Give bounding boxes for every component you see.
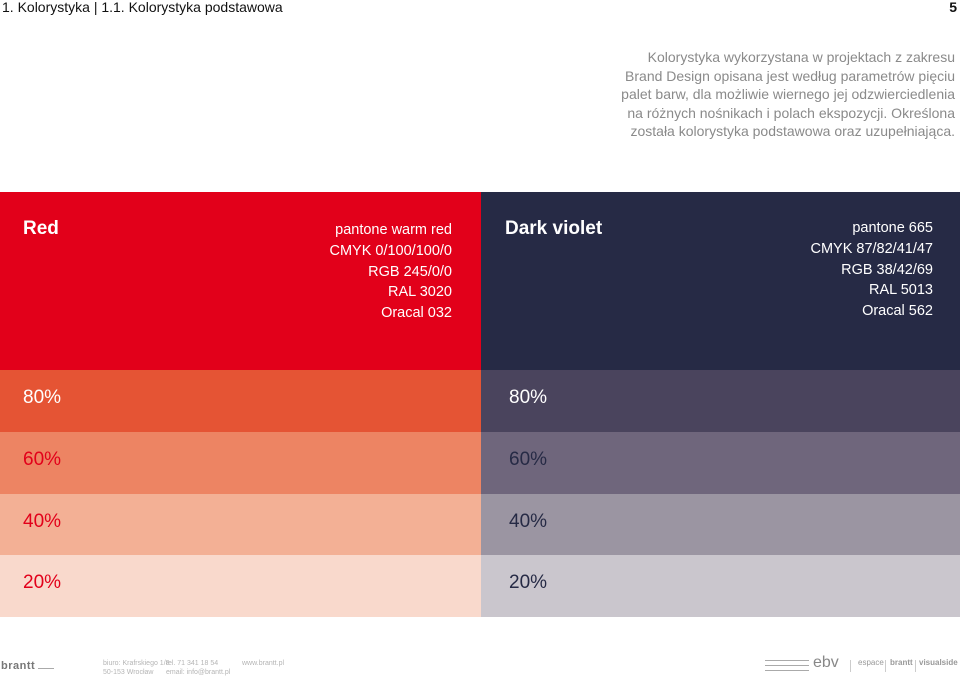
footer-separator bbox=[915, 660, 916, 672]
intro-paragraph: Kolorystyka wykorzystana w projektach z … bbox=[590, 48, 955, 141]
intro-line: na różnych nośnikach i polach ekspozycji… bbox=[627, 104, 955, 121]
footer-address-line: biuro: Krafrskiego 1/8 bbox=[103, 660, 170, 667]
brantt-logo: brantt bbox=[1, 660, 36, 672]
brantt-partner-logo: brantt bbox=[890, 658, 913, 667]
intro-line: została kolorystyka podstawowa oraz uzup… bbox=[630, 123, 955, 139]
red-tint-label: 80% bbox=[23, 387, 62, 408]
espace-logo: espace bbox=[858, 658, 884, 667]
red-rgb: RGB 245/0/0 bbox=[368, 263, 452, 280]
dark-violet-pantone: pantone 665 bbox=[852, 220, 933, 236]
logo-underline bbox=[38, 668, 54, 669]
red-tint-label: 60% bbox=[23, 449, 62, 470]
dark-violet-tint-80-swatch: 80% bbox=[481, 370, 960, 432]
intro-line: Kolorystyka wykorzystana w projektach z … bbox=[647, 49, 955, 65]
red-pantone: pantone warm red bbox=[335, 222, 452, 238]
footer-contact: tel. 71 341 18 54 email: info@brantt.pl bbox=[166, 659, 230, 677]
footer-separator bbox=[885, 660, 886, 672]
red-oracal: Oracal 032 bbox=[381, 305, 452, 322]
footer-email: email: info@brantt.pl bbox=[166, 669, 231, 676]
red-tint-60-swatch: 60% bbox=[0, 432, 481, 494]
page-title: 1. Kolorystyka | 1.1. Kolorystyka podsta… bbox=[2, 0, 283, 15]
red-tint-label: 20% bbox=[23, 572, 62, 593]
dark-violet-tint-label: 60% bbox=[509, 449, 548, 470]
intro-line: Brand Design opisana jest według paramet… bbox=[625, 67, 955, 84]
dark-violet-oracal: Oracal 562 bbox=[862, 303, 933, 320]
footer-address-line: 50-153 Wrocław bbox=[103, 669, 154, 676]
footer-separator bbox=[850, 660, 851, 672]
page-footer: brantt biuro: Krafrskiego 1/8 50-153 Wro… bbox=[0, 640, 960, 677]
red-tint-label: 40% bbox=[23, 511, 62, 532]
dark-violet-tint-60-swatch: 60% bbox=[481, 432, 960, 494]
dark-violet-tint-20-swatch: 20% bbox=[481, 555, 960, 617]
dark-violet-tint-label: 20% bbox=[509, 572, 548, 593]
red-tint-40-swatch: 40% bbox=[0, 494, 481, 556]
partner-mark-icon bbox=[765, 660, 809, 671]
footer-address: biuro: Krafrskiego 1/8 50-153 Wrocław bbox=[103, 659, 170, 677]
footer-phone: tel. 71 341 18 54 bbox=[166, 660, 219, 667]
red-ral: RAL 3020 bbox=[388, 284, 452, 301]
dark-violet-tint-label: 40% bbox=[509, 511, 548, 532]
dark-violet-tint-40-swatch: 40% bbox=[481, 494, 960, 556]
dark-violet-rgb: RGB 38/42/69 bbox=[841, 261, 933, 278]
intro-line: palet barw, dla możliwie wiernego jej od… bbox=[621, 86, 955, 102]
dark-violet-swatch: Dark violet pantone 665 CMYK 87/82/41/47… bbox=[481, 192, 960, 370]
dark-violet-color-specs: pantone 665 CMYK 87/82/41/47 RGB 38/42/6… bbox=[810, 218, 933, 322]
dark-violet-tint-label: 80% bbox=[509, 387, 548, 408]
red-color-name: Red bbox=[23, 218, 59, 239]
red-color-specs: pantone warm red CMYK 0/100/100/0 RGB 24… bbox=[329, 220, 452, 324]
dark-violet-cmyk: CMYK 87/82/41/47 bbox=[810, 240, 933, 257]
red-swatch: Red pantone warm red CMYK 0/100/100/0 RG… bbox=[0, 192, 481, 370]
page-header: 1. Kolorystyka | 1.1. Kolorystyka podsta… bbox=[0, 0, 960, 18]
visualside-logo: visualside bbox=[919, 658, 958, 667]
page-number: 5 bbox=[949, 0, 957, 15]
ebv-logo: ebv bbox=[813, 654, 839, 671]
red-cmyk: CMYK 0/100/100/0 bbox=[329, 242, 452, 259]
footer-website: www.brantt.pl bbox=[242, 660, 285, 667]
red-tint-80-swatch: 80% bbox=[0, 370, 481, 432]
red-tint-20-swatch: 20% bbox=[0, 555, 481, 617]
dark-violet-ral: RAL 5013 bbox=[869, 282, 933, 299]
dark-violet-color-name: Dark violet bbox=[505, 218, 603, 239]
